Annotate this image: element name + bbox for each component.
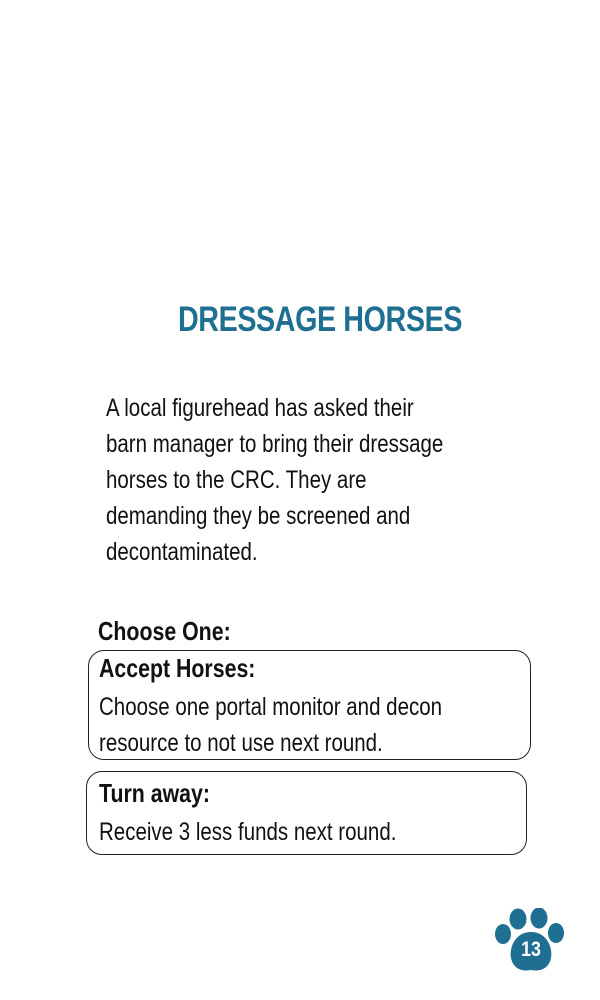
page-number: 13 (521, 938, 541, 961)
page-number-badge: 13 (493, 907, 569, 974)
choose-one-label: Choose One: (98, 616, 231, 646)
paw-icon (495, 907, 564, 971)
option-title: Accept Horses: (99, 653, 256, 683)
option-accept-horses[interactable]: Accept Horses: Choose one portal monitor… (88, 650, 531, 760)
option-title: Turn away: (99, 778, 210, 808)
option-body: Receive 3 less funds next round. (99, 818, 397, 846)
option-turn-away[interactable]: Turn away: Receive 3 less funds next rou… (86, 771, 527, 855)
card-title: DRESSAGE HORSES (177, 300, 463, 339)
card-description: A local figurehead has asked their barn … (106, 394, 444, 566)
option-body: Choose one portal monitor and decon reso… (99, 693, 443, 757)
